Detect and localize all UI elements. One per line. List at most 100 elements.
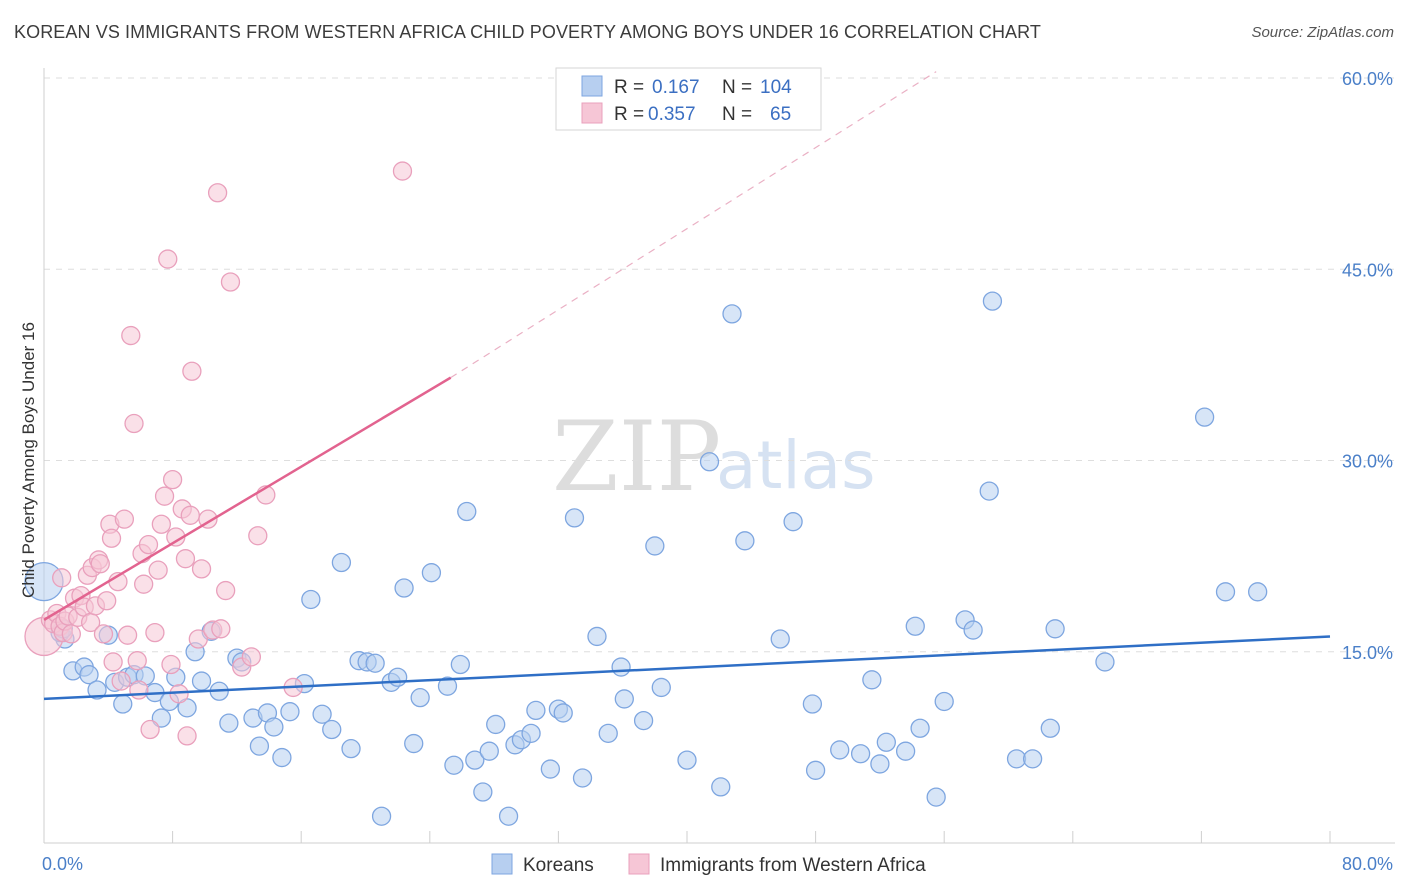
- point-korean: [553, 703, 573, 723]
- point-western-africa: [140, 719, 160, 740]
- trend-line-western-africa-extension: [450, 71, 937, 379]
- point-korean: [365, 653, 385, 673]
- point-western-africa: [117, 625, 138, 645]
- point-korean: [312, 704, 332, 724]
- legend-box: R = 0.167 N = 104 R = 0.357 N = 65: [555, 67, 822, 131]
- point-korean: [526, 700, 546, 721]
- point-korean: [1248, 582, 1268, 602]
- point-korean: [371, 806, 392, 826]
- legend-n-value-2: 65: [770, 104, 791, 125]
- points-koreans: [24, 291, 1268, 826]
- point-korean: [113, 694, 133, 714]
- point-korean: [264, 717, 284, 737]
- legend-r-label-2: R =: [614, 104, 644, 125]
- point-western-africa: [220, 272, 241, 292]
- point-korean: [934, 691, 954, 712]
- point-western-africa: [207, 183, 228, 203]
- watermark-atlas: atlas: [716, 427, 876, 504]
- point-korean: [598, 723, 618, 743]
- point-western-africa: [151, 514, 171, 534]
- point-korean: [280, 702, 300, 722]
- legend-r-label-1: R =: [614, 77, 644, 98]
- point-korean: [1215, 582, 1236, 602]
- point-korean: [322, 719, 342, 740]
- point-korean: [450, 654, 470, 675]
- y-axis-label: Child Poverty Among Boys Under 16: [19, 322, 38, 598]
- point-korean: [394, 578, 414, 598]
- point-western-africa: [148, 560, 168, 580]
- bottom-legend-swatch-western-africa: [628, 853, 650, 875]
- point-korean: [457, 501, 477, 522]
- watermark: ZIP atlas: [552, 401, 876, 513]
- point-korean: [479, 741, 499, 761]
- point-western-africa: [97, 591, 117, 611]
- point-korean: [219, 713, 239, 733]
- point-western-africa: [188, 629, 208, 649]
- x-tick-label-max: 80.0%: [1342, 854, 1393, 874]
- trend-line-western-africa: [43, 376, 452, 621]
- point-western-africa: [138, 535, 159, 555]
- point-korean: [963, 620, 983, 640]
- y-tick-label: 15.0%: [1342, 643, 1393, 663]
- point-korean: [1095, 652, 1115, 672]
- trend-line-koreans: [43, 635, 1331, 701]
- point-korean: [410, 688, 430, 708]
- point-western-africa: [61, 624, 81, 644]
- point-korean: [645, 536, 665, 556]
- point-korean: [486, 714, 506, 735]
- point-korean: [387, 667, 408, 687]
- bottom-legend-swatch-koreans: [491, 853, 513, 875]
- bottom-legend-label-koreans: Koreans: [523, 855, 594, 876]
- point-korean: [301, 589, 321, 610]
- point-korean: [735, 531, 755, 551]
- point-western-africa: [145, 622, 165, 643]
- point-western-africa: [103, 652, 123, 672]
- point-western-africa: [211, 619, 231, 639]
- point-korean: [473, 782, 493, 802]
- point-korean: [830, 740, 850, 760]
- x-tick-label-min: 0.0%: [42, 854, 83, 874]
- point-korean: [1006, 749, 1027, 769]
- point-korean: [498, 806, 519, 826]
- point-korean: [421, 563, 442, 583]
- legend-r-value-1: 0.167: [652, 77, 700, 98]
- point-korean: [444, 755, 464, 775]
- point-western-africa: [158, 249, 178, 269]
- point-korean: [521, 723, 541, 743]
- point-western-africa: [121, 325, 141, 346]
- point-korean: [151, 708, 171, 728]
- point-western-africa: [215, 580, 236, 601]
- point-korean: [926, 787, 946, 807]
- point-western-africa: [241, 647, 262, 667]
- axes: [43, 68, 1395, 844]
- point-korean: [802, 694, 823, 714]
- bottom-legend-label-western-africa: Immigrants from Western Africa: [660, 855, 926, 876]
- point-western-africa: [134, 574, 154, 594]
- point-korean: [862, 670, 882, 690]
- point-korean: [805, 760, 826, 780]
- point-western-africa: [175, 549, 196, 569]
- point-western-africa: [90, 554, 110, 574]
- gridlines: [44, 77, 1395, 653]
- point-korean: [191, 671, 212, 691]
- y-tick-label: 30.0%: [1342, 452, 1393, 472]
- point-western-africa: [177, 726, 197, 746]
- legend-swatch-koreans: [581, 75, 603, 97]
- point-korean: [1194, 407, 1215, 427]
- y-tick-label: 60.0%: [1342, 69, 1393, 89]
- point-korean: [910, 718, 930, 738]
- point-western-africa: [114, 509, 135, 529]
- point-korean: [1022, 749, 1043, 769]
- point-korean: [404, 733, 424, 754]
- y-tick-labels: 15.0% 30.0% 45.0% 60.0%: [1342, 69, 1393, 663]
- point-korean: [699, 452, 720, 472]
- legend-n-label-2: N =: [722, 104, 752, 125]
- point-korean: [677, 750, 697, 770]
- point-korean: [870, 754, 890, 774]
- point-korean: [770, 629, 790, 649]
- point-korean: [272, 747, 292, 768]
- point-korean: [540, 759, 561, 779]
- point-korean: [564, 508, 585, 528]
- legend-r-value-2: 0.357: [648, 104, 696, 125]
- point-korean: [614, 689, 634, 709]
